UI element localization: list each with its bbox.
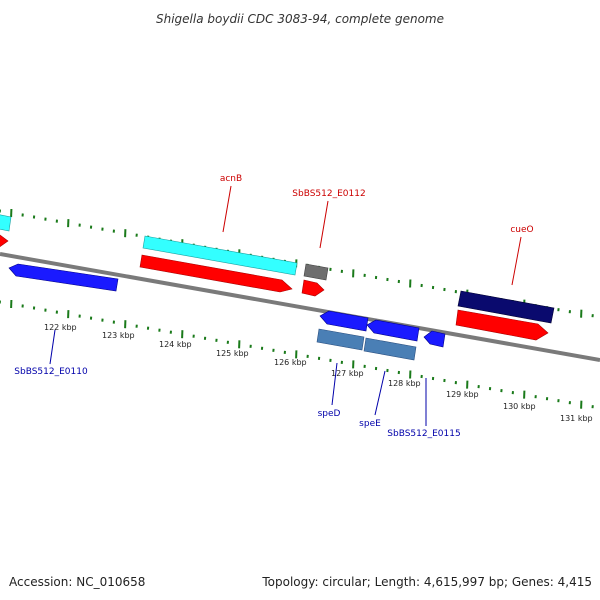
feature-grey-e0112 <box>303 263 329 281</box>
tick-label-122: 122 kbp <box>44 323 77 332</box>
label-speE: speE <box>359 419 381 429</box>
feature-speD <box>319 310 369 332</box>
map-title: Shigella boydii CDC 3083-94, complete ge… <box>156 12 444 26</box>
leader-acnB <box>222 185 232 233</box>
gene-labels: acnB SbBS512_E0112 cueO SbBS512_E0110 sp… <box>14 174 533 439</box>
leader-speD <box>331 362 338 406</box>
feature-red-left <box>0 234 9 247</box>
tick-label-129: 129 kbp <box>446 390 479 399</box>
forward-features <box>0 214 555 341</box>
tick-label-125: 125 kbp <box>216 349 249 358</box>
feature-cueO <box>457 290 555 324</box>
feature-red-cueO <box>455 309 549 341</box>
leader-cueO <box>511 236 522 286</box>
feature-e0110 <box>8 263 119 292</box>
tick-label-123: 123 kbp <box>102 331 135 340</box>
feature-red-acnB <box>139 254 293 293</box>
feature-red-e0112 <box>301 279 325 297</box>
feature-cyan-left <box>0 214 12 232</box>
tick-label-131: 131 kbp <box>560 414 593 423</box>
leader-e0110 <box>49 329 56 365</box>
tick-label-124: 124 kbp <box>159 340 192 349</box>
label-e0110: SbBS512_E0110 <box>14 367 88 377</box>
tick-label-130: 130 kbp <box>503 402 536 411</box>
leader-speE <box>374 370 386 416</box>
scale-labels: 122 kbp 123 kbp 124 kbp 125 kbp 126 kbp … <box>44 323 593 423</box>
feature-steel-speD <box>316 328 365 351</box>
label-e0115: SbBS512_E0115 <box>387 429 460 439</box>
label-e0112: SbBS512_E0112 <box>292 189 365 199</box>
tick-label-126: 126 kbp <box>274 358 307 367</box>
label-leaders <box>49 185 522 426</box>
lower-tick-row <box>0 299 594 409</box>
label-acnB: acnB <box>220 174 242 184</box>
reverse-features <box>8 263 446 361</box>
genome-summary-text: Topology: circular; Length: 4,615,997 bp… <box>261 575 592 589</box>
tick-label-127: 127 kbp <box>331 369 364 378</box>
label-cueO: cueO <box>510 225 533 235</box>
label-speD: speD <box>318 409 341 419</box>
feature-speE <box>366 319 420 342</box>
feature-e0115 <box>423 330 446 348</box>
genome-backbone <box>0 252 600 362</box>
feature-acnB <box>142 235 298 276</box>
feature-steel-speE <box>363 337 417 361</box>
accession-text: Accession: NC_010658 <box>9 575 145 589</box>
leader-e0112 <box>319 200 329 249</box>
tick-label-128: 128 kbp <box>388 379 421 388</box>
